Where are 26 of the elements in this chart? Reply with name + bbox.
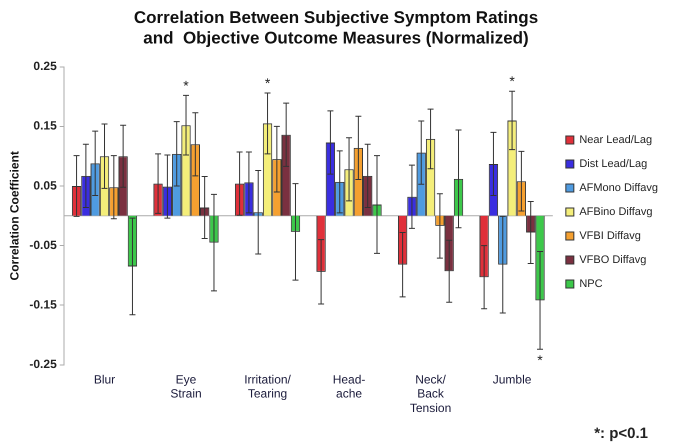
legend-label: NPC xyxy=(579,278,603,290)
legend-label: Near Lead/Lag xyxy=(579,134,652,146)
x-tick-label: Neck/ Back Tension xyxy=(410,372,452,416)
annotation: * xyxy=(264,74,271,91)
legend-label: AFMono Diffavg xyxy=(579,182,658,194)
legend-label: Dist Lead/Lag xyxy=(579,158,648,170)
y-tick-label: 0.25 xyxy=(33,59,58,74)
text: *: p<0.1 xyxy=(594,425,648,442)
annotation: * xyxy=(537,352,544,368)
y-tick-label: -0.05 xyxy=(29,238,58,252)
annotation: * xyxy=(183,77,190,94)
y-tick-label: 0.15 xyxy=(33,118,58,133)
legend-label: AFBino Diffavg xyxy=(579,206,653,218)
annotation: * xyxy=(509,73,516,90)
x-tick-label: Blur xyxy=(94,372,116,386)
y-tick-label: -0.25 xyxy=(29,357,58,372)
legend-label: VFBI Diffavg xyxy=(579,230,641,242)
y-tick-label: -0.15 xyxy=(29,298,58,312)
y-tick-label: 0.05 xyxy=(33,178,58,192)
x-tick-label: Head- ache xyxy=(332,372,366,401)
x-tick-label: Jumble xyxy=(492,372,532,386)
chart-title: Correlation Between Subjective Symptom Ratings and Objective Outcome Measures (Normalized) xyxy=(134,8,538,48)
legend-label: VFBO Diffavg xyxy=(579,254,646,266)
x-tick-label: Irritation/ Tearing xyxy=(244,372,292,401)
y-axis-title: Correlation Coefficient xyxy=(8,151,22,280)
x-tick-label: Eye Strain xyxy=(170,372,202,401)
